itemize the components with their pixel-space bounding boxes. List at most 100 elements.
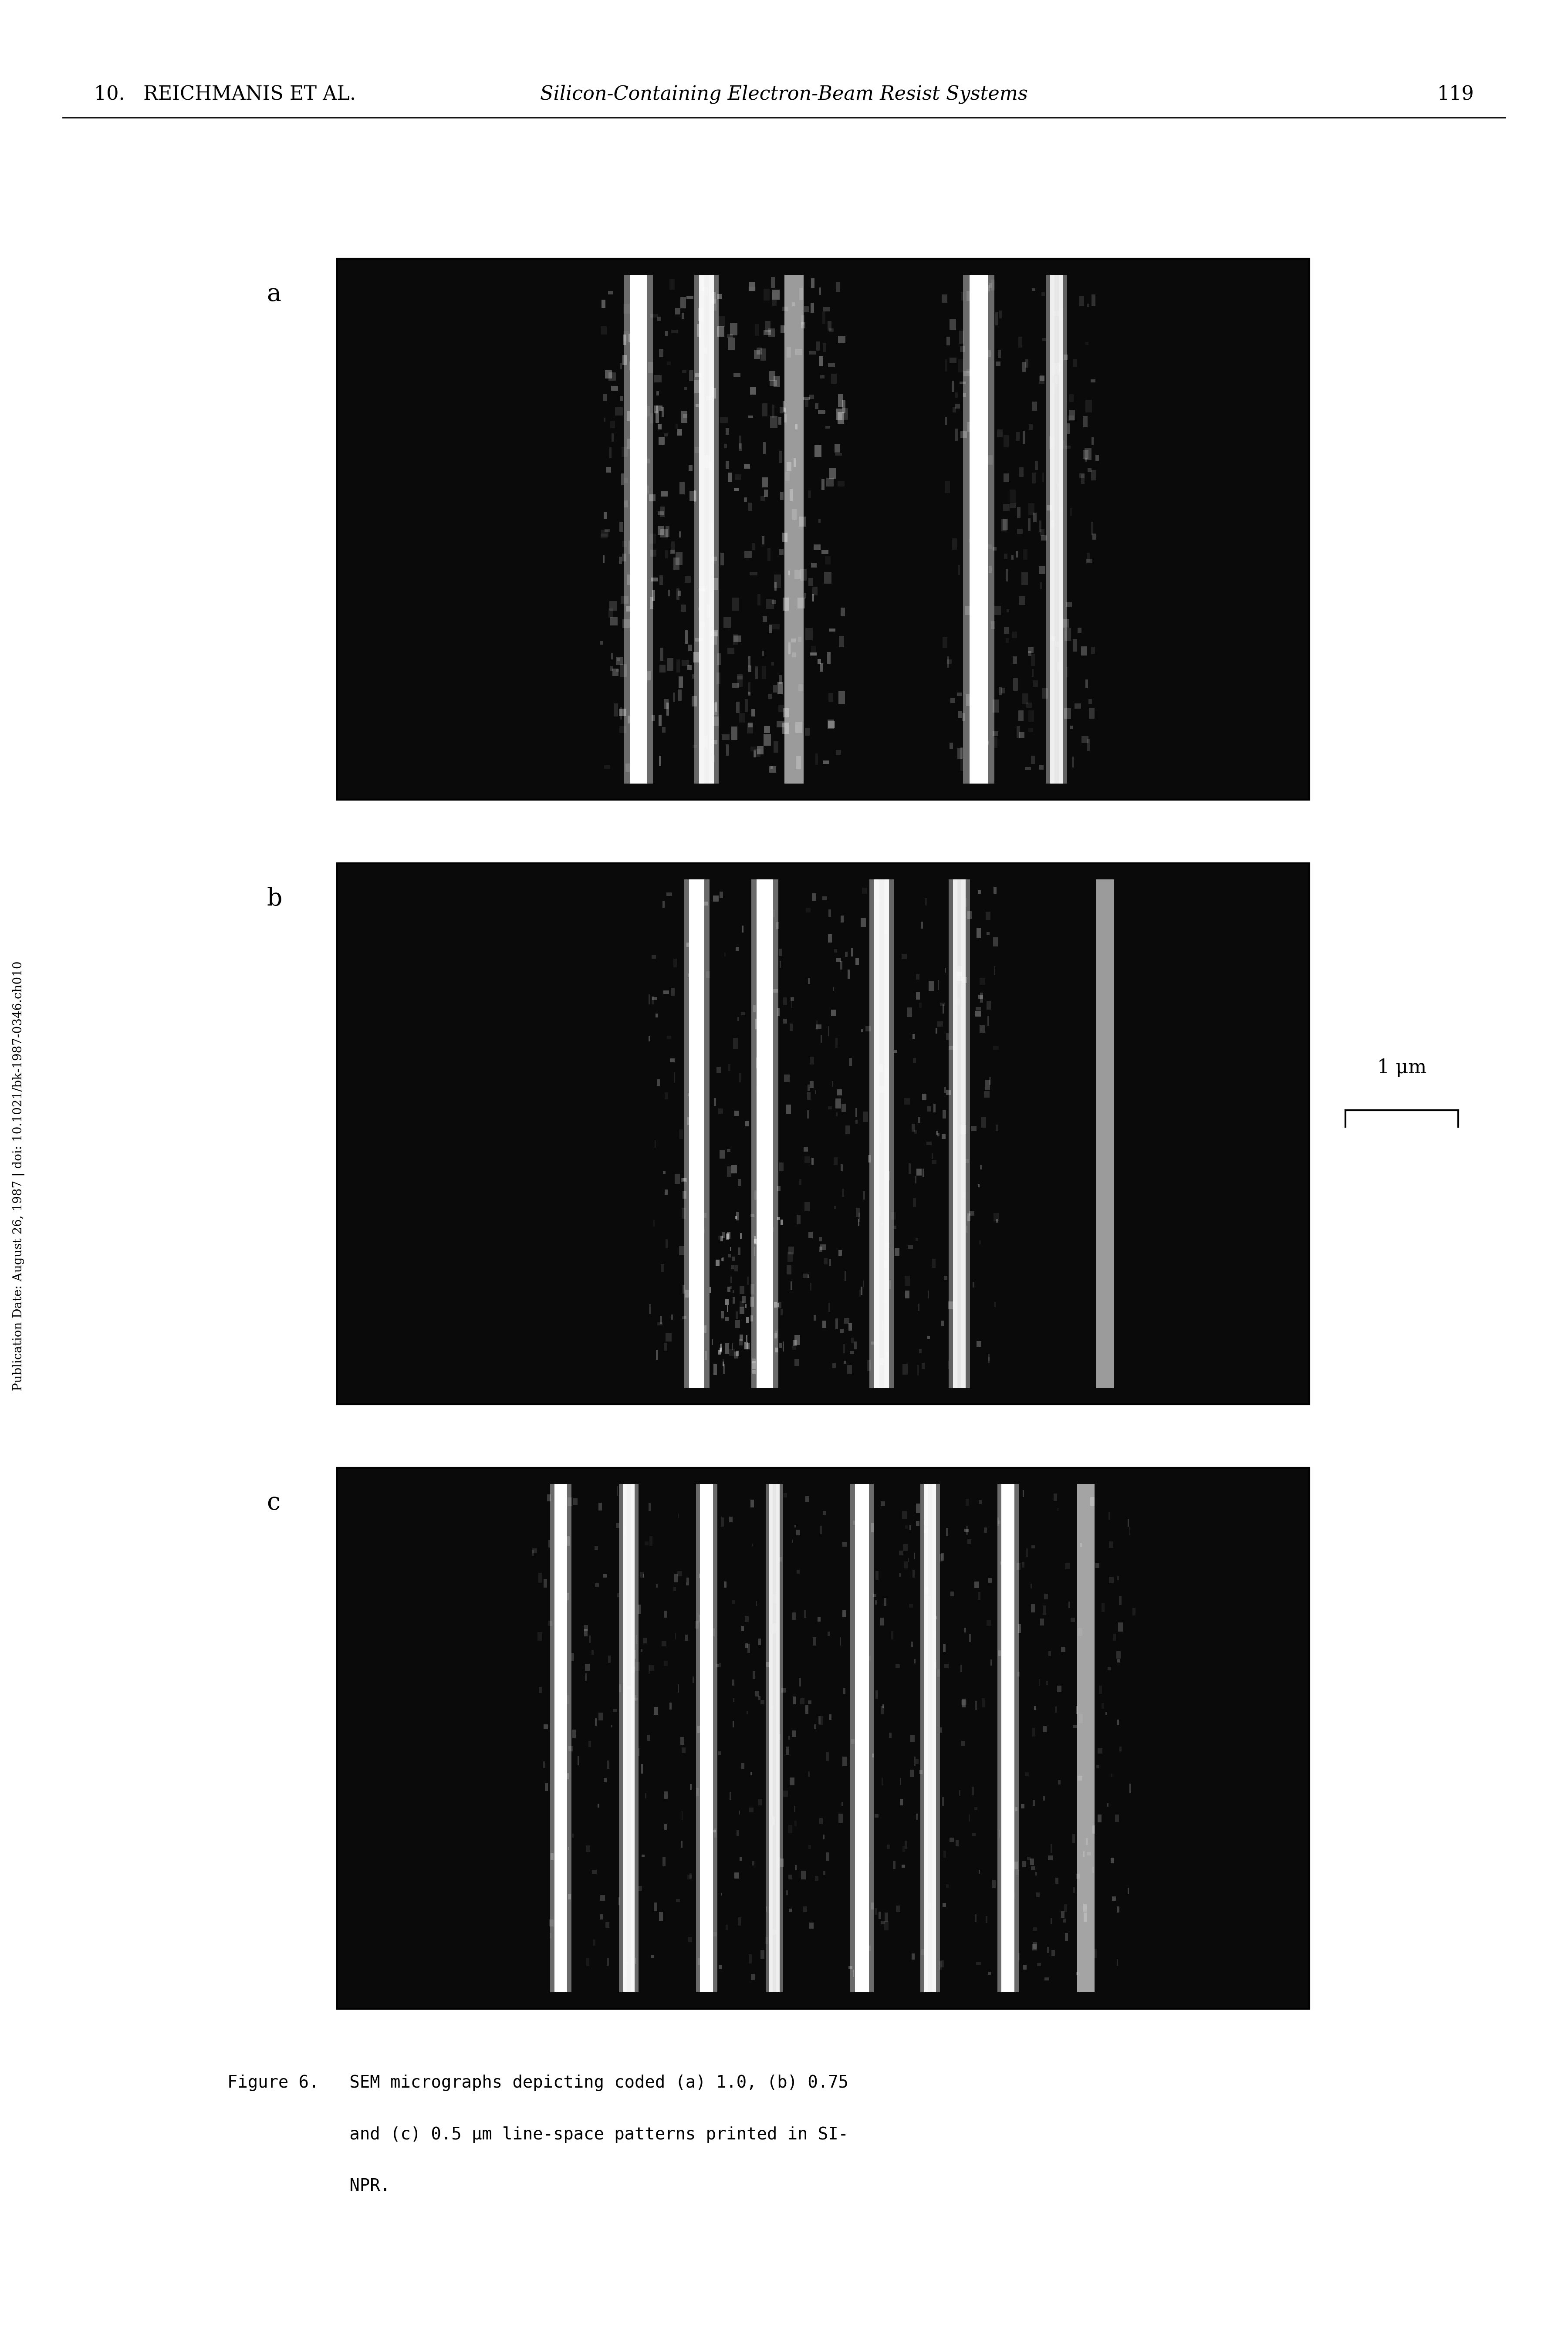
Bar (735, 1319, 740, 1329)
Bar (696, 1216, 699, 1221)
Bar (742, 927, 743, 931)
Bar (808, 1700, 812, 1703)
Bar (756, 348, 762, 355)
Bar (1018, 508, 1021, 517)
Bar (986, 913, 991, 920)
Bar (1040, 567, 1046, 574)
Bar (1073, 1835, 1076, 1844)
Bar (961, 1124, 966, 1134)
Bar (682, 313, 684, 320)
Bar (706, 1778, 710, 1785)
Bar (671, 541, 674, 553)
Bar (754, 1240, 756, 1244)
Bar (753, 1672, 756, 1679)
Bar (1094, 1950, 1096, 1959)
Bar (993, 938, 997, 946)
Bar (627, 574, 632, 586)
Bar (839, 635, 844, 647)
Bar (867, 1858, 869, 1863)
Bar (648, 1736, 651, 1740)
Bar (1065, 1933, 1068, 1940)
Bar (812, 586, 817, 595)
Bar (583, 1630, 588, 1637)
Bar (693, 746, 696, 748)
Bar (586, 1959, 590, 1966)
Bar (946, 1089, 952, 1096)
Bar (619, 708, 626, 715)
Bar (1065, 708, 1071, 720)
Bar (765, 1936, 768, 1945)
Bar (961, 1698, 966, 1708)
Bar (983, 339, 986, 348)
Bar (924, 1519, 928, 1526)
Bar (750, 388, 756, 395)
Bar (793, 1341, 797, 1345)
Bar (701, 1484, 713, 1992)
Bar (627, 715, 635, 724)
Bar (1010, 1484, 1019, 1992)
Bar (768, 1228, 773, 1232)
Bar (693, 1284, 696, 1289)
Bar (764, 329, 771, 334)
Bar (768, 329, 775, 336)
Bar (635, 1698, 638, 1700)
Bar (757, 1327, 760, 1334)
Bar (635, 689, 643, 694)
Bar (771, 278, 775, 287)
Bar (983, 327, 988, 339)
Bar (550, 1484, 558, 1992)
Bar (723, 1364, 724, 1374)
Bar (709, 1287, 710, 1294)
Bar (754, 750, 760, 757)
Bar (1051, 520, 1054, 527)
Bar (815, 402, 818, 409)
Bar (538, 1632, 543, 1642)
Bar (1116, 1905, 1120, 1912)
Bar (798, 597, 804, 609)
Bar (696, 405, 698, 407)
Bar (905, 1291, 909, 1298)
Bar (737, 1830, 739, 1837)
Bar (1019, 468, 1024, 477)
Bar (875, 1691, 878, 1698)
Bar (712, 741, 717, 743)
Bar (1109, 1541, 1113, 1548)
Bar (967, 1538, 971, 1545)
Bar (732, 1256, 735, 1261)
Bar (844, 1317, 850, 1324)
Bar (702, 1230, 704, 1232)
Bar (977, 623, 980, 630)
Bar (622, 619, 630, 628)
Bar (676, 553, 682, 564)
Bar (820, 1526, 822, 1534)
Bar (1079, 296, 1085, 306)
Bar (728, 1167, 731, 1176)
Bar (853, 1519, 858, 1524)
Bar (1032, 1943, 1036, 1950)
Bar (916, 1813, 917, 1820)
Bar (983, 755, 985, 760)
Bar (1027, 1856, 1030, 1860)
Bar (977, 1341, 982, 1348)
Bar (908, 1164, 911, 1174)
Bar (1013, 677, 1018, 691)
Bar (718, 1964, 721, 1969)
Bar (563, 1552, 566, 1557)
Bar (1069, 724, 1073, 729)
Bar (837, 412, 844, 423)
Bar (717, 1663, 720, 1668)
Bar (1082, 736, 1088, 743)
Bar (955, 428, 958, 440)
Bar (855, 1108, 858, 1117)
Bar (946, 1033, 949, 1040)
Bar (873, 1595, 877, 1597)
Bar (563, 1484, 571, 1992)
Bar (1004, 1538, 1007, 1545)
Bar (820, 1237, 822, 1242)
Bar (825, 572, 831, 583)
Bar (880, 1618, 884, 1625)
Bar (676, 308, 681, 315)
Bar (1043, 689, 1047, 699)
Bar (792, 1345, 797, 1350)
Bar (754, 1190, 759, 1200)
